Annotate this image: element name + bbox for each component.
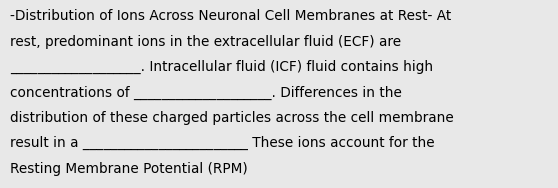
Text: rest, predominant ions in the extracellular fluid (ECF) are: rest, predominant ions in the extracellu…	[10, 35, 401, 49]
Text: result in a ________________________ These ions account for the: result in a ________________________ The…	[10, 136, 435, 150]
Text: ___________________. Intracellular fluid (ICF) fluid contains high: ___________________. Intracellular fluid…	[10, 60, 433, 74]
Text: concentrations of ____________________. Differences in the: concentrations of ____________________. …	[10, 86, 402, 100]
Text: distribution of these charged particles across the cell membrane: distribution of these charged particles …	[10, 111, 454, 125]
Text: Resting Membrane Potential (RPM): Resting Membrane Potential (RPM)	[10, 162, 248, 176]
Text: -Distribution of Ions Across Neuronal Cell Membranes at Rest- At: -Distribution of Ions Across Neuronal Ce…	[10, 9, 451, 23]
